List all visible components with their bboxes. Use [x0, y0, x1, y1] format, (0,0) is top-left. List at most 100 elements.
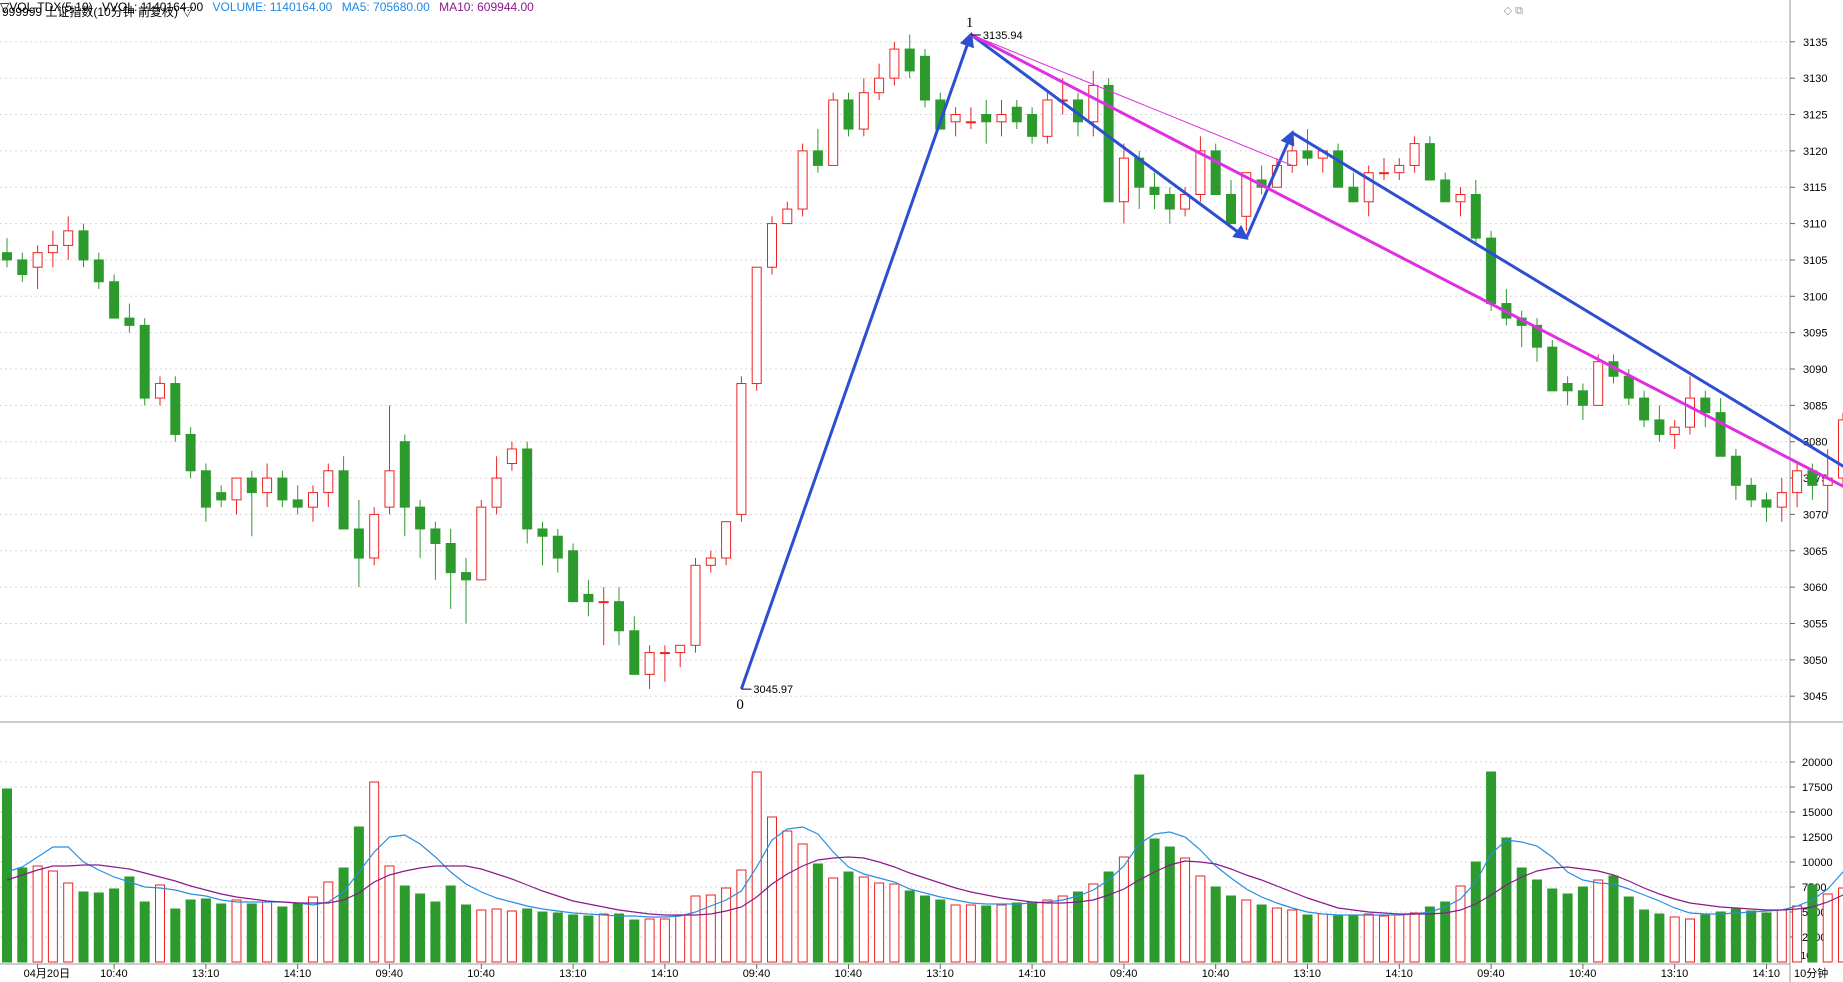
wave-line	[740, 34, 972, 690]
candle-body	[1394, 164, 1405, 174]
volume-bar	[323, 881, 334, 963]
volume-bar	[782, 830, 793, 963]
volume-bar	[93, 892, 104, 963]
chart-title: 999999 上证指数(10分钟 前复权) ▽	[2, 5, 194, 19]
wave-line	[970, 34, 1293, 166]
volume-bar	[1455, 885, 1466, 963]
volume-bar	[1103, 871, 1114, 963]
candle-body	[843, 99, 854, 130]
candle-body	[1593, 361, 1604, 406]
volume-bar	[1333, 915, 1344, 963]
candle-body	[155, 383, 165, 399]
volume-bar	[981, 905, 992, 963]
volume-value: VOLUME: 1140164.00	[212, 0, 333, 14]
volume-bar	[767, 816, 777, 963]
candle-body	[1348, 186, 1359, 203]
volume-bar	[1486, 771, 1497, 963]
volume-bar	[1164, 846, 1175, 963]
volume-bar	[1715, 911, 1726, 963]
candle-body	[858, 92, 869, 130]
volume-bar	[1669, 916, 1680, 963]
volume-bar	[47, 870, 58, 963]
ma5-value: MA5: 705680.00	[341, 0, 430, 14]
volume-bar	[1226, 895, 1236, 963]
volume-bar	[1011, 902, 1022, 963]
candle-body	[1011, 106, 1022, 123]
volume-bar	[1501, 837, 1512, 963]
price-tick-label: 3085	[1803, 400, 1827, 412]
volume-bar	[736, 869, 747, 963]
time-tick-label: 13:10	[192, 968, 220, 980]
volume-bar	[1241, 899, 1252, 963]
volume-bar	[1134, 774, 1145, 963]
volume-bar	[17, 867, 28, 963]
price-tick-label: 3120	[1803, 146, 1827, 158]
volume-bar	[461, 904, 471, 963]
volume-bar	[690, 895, 701, 963]
candle-body	[629, 630, 640, 675]
candle-body	[522, 448, 533, 530]
candle-body	[399, 441, 410, 508]
price-tick-label: 3060	[1803, 582, 1827, 594]
volume-bar	[231, 899, 242, 963]
price-tick-label: 3105	[1803, 255, 1827, 267]
volume-bar	[292, 903, 303, 963]
restore-icon[interactable]: ◇ ⧉	[1503, 5, 1523, 17]
candle-body	[874, 77, 885, 94]
candle-body	[920, 55, 930, 101]
time-tick-label: 09:40	[743, 968, 771, 980]
price-tick-label: 3065	[1803, 546, 1827, 558]
candle-body	[461, 572, 471, 581]
volume-tick-label: 17500	[1802, 782, 1833, 794]
volume-bar	[843, 871, 854, 963]
candle-body	[262, 477, 273, 494]
volume-bar	[721, 887, 732, 963]
volume-bar	[522, 908, 533, 963]
volume-bar	[491, 908, 502, 963]
time-tick-label: 13:10	[926, 968, 954, 980]
vol-indicator-name[interactable]: ▽VOL-TDX(5,10)	[0, 0, 93, 14]
volume-bar	[1424, 906, 1435, 963]
candle-body	[598, 601, 609, 604]
volume-bar	[155, 884, 165, 963]
volume-bar	[1639, 909, 1650, 963]
price-tick-label: 3115	[1803, 182, 1827, 194]
candle-body	[323, 470, 334, 494]
volume-bar	[858, 876, 869, 963]
candle-body	[17, 259, 28, 275]
volume-bar	[675, 914, 686, 963]
candle-body	[828, 99, 839, 166]
volume-bar	[935, 899, 946, 963]
volume-bar	[598, 913, 609, 963]
candle-body	[246, 477, 257, 494]
volume-bar	[1470, 861, 1481, 963]
price-tick-label: 3050	[1803, 655, 1827, 667]
volume-bar	[124, 876, 135, 963]
wave-point-label: 1	[966, 15, 974, 31]
volume-bar	[63, 882, 74, 963]
candle-body	[1210, 150, 1221, 195]
volume-bar	[889, 883, 900, 963]
wave-line	[1244, 129, 1295, 239]
volume-bar	[1532, 879, 1542, 963]
candle-body	[506, 448, 517, 465]
volume-tick-label: 12500	[1802, 832, 1833, 844]
volume-bar	[1623, 896, 1634, 963]
candle-body	[445, 543, 456, 574]
volume-bar	[1807, 884, 1818, 963]
wave-line	[1291, 132, 1843, 467]
volume-bar	[1822, 893, 1833, 963]
price-tick-label: 3070	[1803, 509, 1827, 521]
candle-body	[1746, 484, 1757, 501]
candle-body	[1562, 383, 1573, 392]
volume-bar	[1118, 856, 1129, 963]
time-tick-label: 10:40	[467, 968, 495, 980]
candle-body	[1623, 375, 1634, 399]
candle-body	[797, 150, 808, 210]
volume-bar	[996, 904, 1007, 963]
volume-bar	[216, 903, 227, 963]
candle-body	[1409, 143, 1420, 166]
candle-body	[170, 383, 181, 435]
candle-body	[552, 535, 563, 559]
